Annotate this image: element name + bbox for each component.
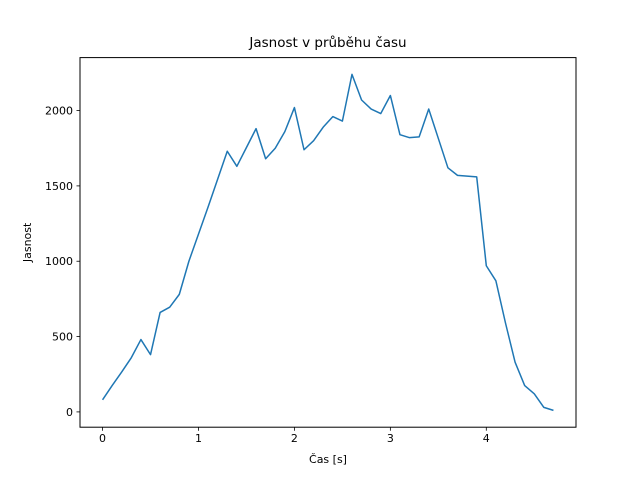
x-tick-label: 1 bbox=[195, 432, 202, 445]
plot-area bbox=[80, 57, 576, 428]
y-axis-ticks: 0 500 1000 1500 2000 bbox=[45, 105, 80, 419]
y-tick-label: 0 bbox=[66, 406, 73, 419]
x-tick-label: 2 bbox=[291, 432, 298, 445]
x-axis-ticks: 0 1 2 3 4 bbox=[99, 427, 490, 445]
y-tick-label: 2000 bbox=[45, 105, 73, 118]
y-tick-label: 1500 bbox=[45, 180, 73, 193]
x-tick-label: 3 bbox=[387, 432, 394, 445]
brightness-line-series bbox=[101, 73, 554, 412]
x-axis-label: Čas [s] bbox=[309, 453, 347, 466]
chart-title: Jasnost v průběhu času bbox=[248, 35, 406, 51]
y-tick-label: 500 bbox=[52, 331, 73, 344]
y-axis-label: Jasnost bbox=[21, 222, 34, 263]
axes-spines bbox=[79, 57, 577, 428]
x-tick-label: 0 bbox=[99, 432, 106, 445]
x-tick-label: 4 bbox=[483, 432, 490, 445]
y-tick-label: 1000 bbox=[45, 255, 73, 268]
